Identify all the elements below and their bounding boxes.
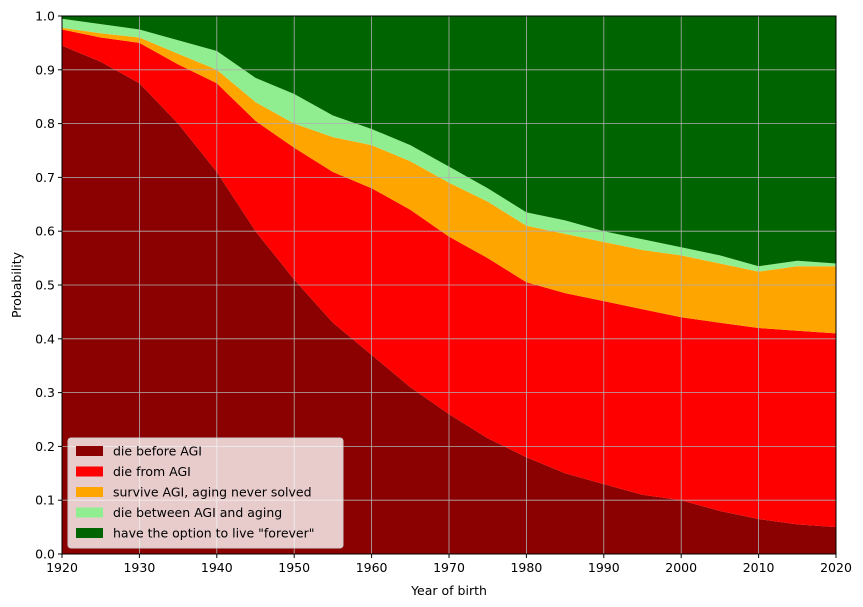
x-tick-label: 1950 <box>278 560 310 575</box>
y-tick-label: 0.3 <box>35 385 55 400</box>
area-survive-agi-aging-never-solved <box>62 27 836 334</box>
x-tick-label: 1980 <box>510 560 542 575</box>
x-tick-label: 1920 <box>46 560 78 575</box>
x-tick-label: 1940 <box>201 560 233 575</box>
legend-swatch-survive-agi-aging-never-solved <box>76 487 103 497</box>
x-axis-label: Year of birth <box>410 583 487 598</box>
legend-label-die-from-agi: die from AGI <box>113 464 191 479</box>
x-tick-label: 1930 <box>123 560 155 575</box>
x-tick-label: 2010 <box>743 560 775 575</box>
y-tick-label: 0.4 <box>35 331 55 346</box>
x-tick-label: 1960 <box>356 560 388 575</box>
legend-swatch-die-from-agi <box>76 466 103 477</box>
y-tick-label: 0.8 <box>35 116 55 131</box>
y-axis-label: Probability <box>9 251 24 318</box>
y-tick-label: 0.9 <box>35 62 55 77</box>
y-tick-label: 0.6 <box>35 224 55 239</box>
legend-label-die-between-agi-and-aging: die between AGI and aging <box>113 505 282 520</box>
legend-label-survive-agi-aging-never-solved: survive AGI, aging never solved <box>113 485 312 500</box>
x-axis-ticks: 1920 1930 1940 1950 1960 1970 1980 1990 2000 2010… <box>46 554 852 575</box>
area-die-between-agi-and-aging <box>62 18 836 272</box>
legend-swatch-have-the-option-to-live-forever <box>76 528 103 538</box>
x-tick-label: 2020 <box>820 560 852 575</box>
x-tick-label: 2000 <box>665 560 697 575</box>
y-tick-label: 0.2 <box>35 439 55 454</box>
y-tick-label: 0.1 <box>35 493 55 508</box>
legend-label-die-before-agi: die before AGI <box>113 444 202 459</box>
legend-label-have-the-option-to-live-forever: have the option to live "forever" <box>113 526 315 541</box>
legend: die before AGI die from AGI survive AGI, a… <box>67 437 344 549</box>
legend-swatch-die-before-agi <box>76 446 103 456</box>
legend-box <box>67 437 344 549</box>
y-axis-ticks: 0.0 0.1 0.2 0.3 0.4 0.5 0.6 0.7 0.8 0.9 1.0 <box>35 9 62 562</box>
y-tick-label: 0.7 <box>35 170 55 185</box>
x-tick-label: 1970 <box>433 560 465 575</box>
x-tick-label: 1990 <box>588 560 620 575</box>
legend-swatch-die-between-agi-and-aging <box>76 507 103 518</box>
y-tick-label: 1.0 <box>35 9 55 24</box>
y-tick-label: 0.5 <box>35 278 55 293</box>
area-die-before-agi <box>62 45 836 554</box>
y-tick-label: 0.0 <box>35 547 55 562</box>
